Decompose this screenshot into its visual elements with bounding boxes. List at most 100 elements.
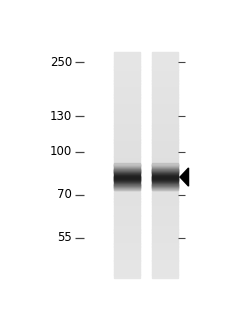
Bar (114, 190, 140, 193)
Text: 100: 100 (50, 145, 72, 158)
Bar (114, 243, 140, 247)
Bar (114, 131, 140, 134)
Bar (114, 182, 140, 183)
Bar (114, 134, 140, 137)
Bar (114, 175, 140, 176)
Bar (153, 55, 178, 58)
Bar (114, 61, 140, 64)
Bar (153, 142, 178, 145)
Bar (114, 266, 140, 269)
Bar (153, 170, 178, 171)
Bar (153, 207, 178, 210)
Bar (114, 174, 140, 175)
Bar (153, 171, 178, 172)
Bar (153, 162, 178, 165)
Bar (114, 188, 140, 189)
Bar (153, 186, 178, 187)
Bar (114, 187, 140, 188)
Bar (114, 215, 140, 219)
Bar (153, 125, 178, 129)
Bar (153, 185, 178, 186)
Bar (153, 252, 178, 255)
Bar (114, 177, 140, 178)
Bar (114, 170, 140, 171)
Bar (153, 232, 178, 235)
Bar (114, 167, 140, 168)
Bar (153, 257, 178, 261)
Bar (114, 69, 140, 72)
Bar (114, 83, 140, 86)
Bar (114, 164, 140, 165)
Bar (114, 63, 140, 67)
Bar (114, 97, 140, 100)
Bar (114, 176, 140, 179)
Bar (114, 193, 140, 196)
Bar (114, 179, 140, 180)
Bar (114, 260, 140, 263)
Bar (114, 201, 140, 204)
Bar (153, 176, 178, 179)
Bar (114, 173, 140, 174)
Bar (153, 111, 178, 115)
Bar (114, 263, 140, 266)
Bar (114, 164, 140, 165)
Bar (114, 148, 140, 151)
Bar (153, 226, 178, 230)
Bar (114, 185, 140, 186)
Bar (114, 106, 140, 109)
Bar (114, 72, 140, 75)
Bar (114, 181, 140, 182)
Bar (114, 180, 140, 181)
Bar (114, 185, 140, 186)
Bar (153, 72, 178, 75)
Bar (114, 94, 140, 98)
Bar (153, 80, 178, 84)
Bar (114, 182, 140, 185)
Bar (153, 187, 178, 188)
Bar (153, 255, 178, 258)
Bar (153, 174, 178, 175)
Bar (114, 177, 140, 178)
Bar (153, 263, 178, 266)
Bar (114, 182, 140, 183)
Bar (114, 142, 140, 145)
Bar (153, 224, 178, 227)
Bar (153, 201, 178, 204)
Bar (153, 117, 178, 120)
Bar (114, 184, 140, 188)
Bar (114, 75, 140, 78)
Bar (114, 114, 140, 117)
Bar (114, 184, 140, 185)
Bar (153, 179, 178, 180)
Bar (153, 266, 178, 269)
Bar (114, 187, 140, 190)
Text: 55: 55 (57, 231, 72, 244)
Bar (114, 156, 140, 160)
Bar (114, 66, 140, 70)
Bar (114, 178, 140, 179)
Bar (153, 184, 178, 185)
Bar (114, 183, 140, 184)
Bar (114, 166, 140, 167)
Bar (153, 170, 178, 174)
Bar (153, 173, 178, 174)
Bar (153, 218, 178, 221)
Bar (114, 55, 140, 58)
Bar (114, 89, 140, 92)
Bar (153, 178, 178, 179)
Bar (114, 274, 140, 278)
Bar (153, 114, 178, 117)
Bar (153, 63, 178, 67)
Bar (114, 162, 140, 165)
Bar (153, 198, 178, 202)
Bar (114, 178, 140, 179)
Bar (153, 193, 178, 196)
Bar (114, 165, 140, 166)
Bar (114, 80, 140, 84)
Bar (153, 178, 178, 179)
Bar (114, 196, 140, 199)
Bar (153, 183, 178, 184)
Text: 130: 130 (50, 110, 72, 123)
Bar (114, 78, 140, 81)
Bar (153, 83, 178, 86)
